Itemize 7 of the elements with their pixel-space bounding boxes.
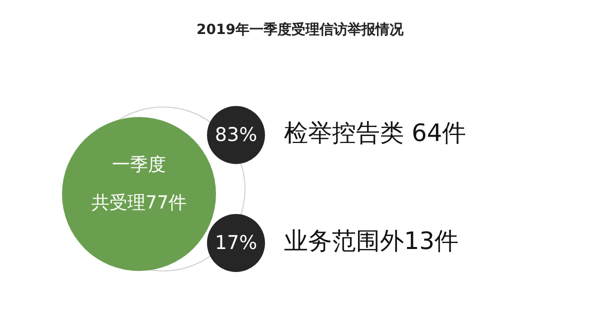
category-label: 检举控告类 64件 <box>284 119 466 148</box>
data-label: 17% <box>214 232 258 254</box>
data-label: 83% <box>214 124 258 146</box>
text: 2019年一季度受理信访举报情况 <box>196 21 404 38</box>
category-label: 业务范围外13件 <box>284 227 459 256</box>
text: 一季度 <box>112 154 166 176</box>
text: 共受理77件 <box>92 192 186 214</box>
